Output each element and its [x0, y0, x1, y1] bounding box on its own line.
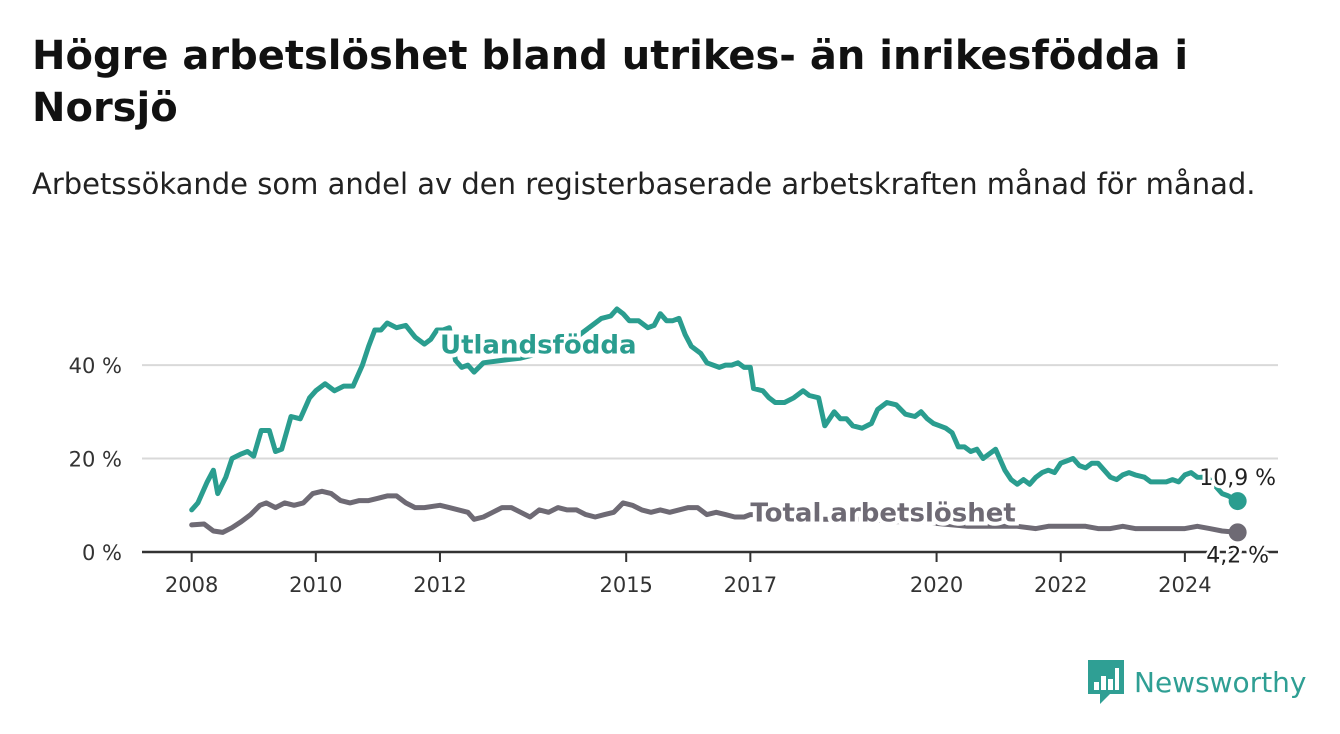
series-label-utlandsfodda: Utlandsfödda [440, 330, 637, 360]
x-tick-label: 2022 [1034, 573, 1087, 597]
chart-subtitle: Arbetssökande som andel av den registerb… [32, 167, 1256, 201]
newsworthy-logo: Newsworthy [1088, 660, 1307, 704]
chart-title: Högre arbetslöshet bland utrikes- än inr… [32, 33, 1189, 131]
x-tick-label: 2020 [910, 573, 963, 597]
x-tick-label: 2024 [1158, 573, 1211, 597]
series-line-total [189, 488, 1241, 535]
y-tick-label: 20 % [69, 448, 122, 472]
x-tick-label: 2008 [165, 573, 218, 597]
series-end-point [1228, 523, 1247, 542]
series-labels: 10,9 % 4,2 % Utlandsfödda Total arbetslöshe… [436, 326, 1279, 571]
axes: 0 % 20 % 40 % 2008 2010 2012 2015 2017 2020 2022 2… [69, 354, 1278, 597]
series-lines [189, 306, 1247, 542]
gridlines [142, 364, 1278, 460]
series-end-point [1228, 492, 1247, 511]
x-tick-label: 2010 [289, 573, 342, 597]
series-line-utlandsfodda [189, 306, 1241, 513]
y-tick-label: 0 % [82, 541, 122, 565]
end-value-label: 4,2 % [1206, 543, 1269, 568]
x-tick-label: 2015 [599, 573, 652, 597]
x-tick-label: 2017 [724, 573, 777, 597]
end-value-label: 10,9 % [1199, 466, 1276, 491]
y-tick-label: 40 % [69, 354, 122, 378]
series-label-total: Total arbetslöshet [750, 499, 1015, 529]
brand-name: Newsworthy [1134, 665, 1307, 699]
x-tick-label: 2012 [413, 573, 466, 597]
bar-chart-icon [1088, 660, 1124, 704]
